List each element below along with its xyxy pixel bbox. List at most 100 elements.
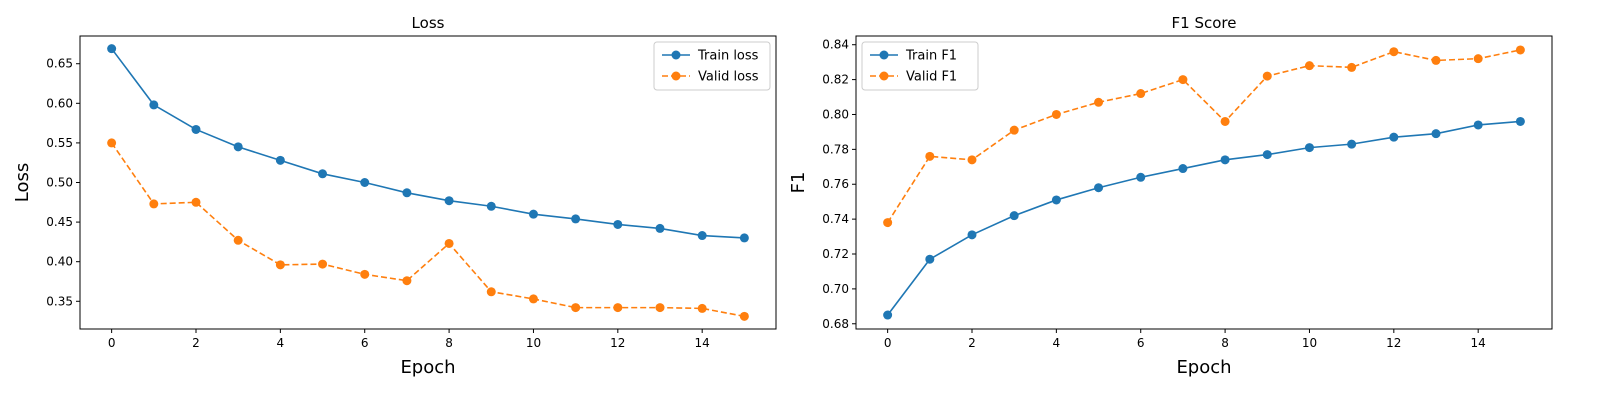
train-loss-point xyxy=(571,214,581,224)
legend: Train F1 Valid F1 xyxy=(861,41,979,91)
valid-loss-point xyxy=(107,138,117,148)
legend-box xyxy=(861,41,979,91)
valid-f1-point xyxy=(1347,62,1357,72)
valid-f1-point xyxy=(1473,54,1483,64)
valid-f1-point xyxy=(1051,109,1061,119)
train-f1-point xyxy=(1431,129,1441,139)
valid-loss-point xyxy=(402,276,412,286)
train-loss-point xyxy=(149,100,159,110)
valid-loss-point xyxy=(233,235,243,245)
y-axis-title: F1 xyxy=(788,172,809,194)
valid-loss-point xyxy=(318,259,328,269)
train-f1-point xyxy=(1136,172,1146,182)
valid-f1-point xyxy=(1178,75,1188,85)
train-f1-point xyxy=(1389,132,1399,142)
y-tick-label: 0.60 xyxy=(46,96,73,110)
x-tick-label: 2 xyxy=(192,336,200,350)
valid-f1-point xyxy=(1262,71,1272,81)
x-tick-label: 14 xyxy=(1471,336,1486,350)
train-f1-point xyxy=(925,254,935,264)
train-loss-line xyxy=(111,48,745,239)
valid-f1-point xyxy=(1094,97,1104,107)
y-tick-label: 0.82 xyxy=(822,73,849,87)
loss-chart: Loss 0 2 4 6 8 10 12 14 0.35 0.40 0.45 0.50 0.55 0.60 0… xyxy=(12,14,777,378)
valid-loss-point xyxy=(655,303,665,313)
f1-score-chart: F1 Score 0 2 4 6 8 10 12 14 0.68 0.70 0.72 0.74 0.76 0… xyxy=(788,14,1553,378)
valid-f1-point xyxy=(883,218,893,228)
valid-loss-point xyxy=(360,269,370,279)
y-tick-label: 0.70 xyxy=(822,282,849,296)
valid-f1-point xyxy=(1220,116,1230,126)
valid-loss-line xyxy=(110,142,745,318)
train-loss-point xyxy=(444,196,454,206)
train-loss-point xyxy=(402,188,412,198)
x-axis-title: Epoch xyxy=(400,357,455,378)
train-f1-point xyxy=(1051,195,1061,205)
train-f1-point xyxy=(1220,155,1230,165)
train-loss-point xyxy=(613,219,623,229)
x-tick-label: 0 xyxy=(108,336,116,350)
valid-f1-point xyxy=(967,155,977,165)
train-f1-point xyxy=(1178,164,1188,174)
valid-f1-point xyxy=(1515,45,1525,55)
valid-loss-point xyxy=(528,294,538,304)
x-tick-label: 0 xyxy=(884,336,892,350)
axes-frame xyxy=(855,35,1553,330)
train-loss-point xyxy=(528,209,538,219)
y-tick-label: 0.80 xyxy=(822,107,849,121)
train-loss-point xyxy=(318,169,328,179)
train-f1-point xyxy=(1009,211,1019,221)
x-tick-label: 12 xyxy=(610,336,625,350)
x-tick-label: 8 xyxy=(445,336,453,350)
y-tick-label: 0.65 xyxy=(46,57,73,71)
y-tick-label: 0.40 xyxy=(46,255,73,269)
train-loss-point xyxy=(191,124,201,134)
x-tick-label: 8 xyxy=(1221,336,1229,350)
train-loss-point xyxy=(275,155,285,165)
valid-f1-point xyxy=(1009,125,1019,135)
chart-title: Loss xyxy=(412,14,445,32)
valid-loss-point xyxy=(739,311,749,321)
y-tick-label: 0.76 xyxy=(822,177,849,191)
x-axis-title: Epoch xyxy=(1176,357,1231,378)
x-tick-label: 2 xyxy=(968,336,976,350)
train-f1-point xyxy=(1262,150,1272,160)
legend-swatch-marker xyxy=(671,50,681,60)
valid-f1-point xyxy=(925,151,935,161)
train-f1-point xyxy=(1094,183,1104,193)
train-loss-point xyxy=(107,44,117,54)
y-tick-label: 0.74 xyxy=(822,212,849,226)
x-tick-label: 12 xyxy=(1386,336,1401,350)
x-tick-label: 14 xyxy=(695,336,710,350)
legend-label: Train loss xyxy=(697,49,759,64)
train-loss-point xyxy=(655,223,665,233)
train-f1-point xyxy=(883,310,893,320)
y-tick-label: 0.78 xyxy=(822,142,849,156)
valid-f1-point xyxy=(1304,61,1314,71)
legend-swatch-marker xyxy=(879,50,889,60)
train-loss-point xyxy=(360,178,370,187)
train-f1-point xyxy=(1473,120,1483,130)
y-tick-label: 0.68 xyxy=(822,317,849,331)
x-tick-label: 4 xyxy=(1053,336,1061,350)
y-axis-title: Loss xyxy=(12,163,33,202)
valid-f1-point xyxy=(1136,89,1146,99)
valid-f1-point xyxy=(1389,47,1399,57)
y-tick-label: 0.72 xyxy=(822,247,849,261)
legend-label: Train F1 xyxy=(905,49,957,64)
valid-loss-point xyxy=(191,197,201,207)
legend: Train loss Valid loss xyxy=(653,41,771,91)
train-loss-point xyxy=(233,142,243,152)
y-tick-label: 0.55 xyxy=(46,136,73,150)
y-tick-label: 0.35 xyxy=(46,294,73,308)
train-f1-line xyxy=(887,120,1521,316)
train-loss-point xyxy=(739,233,749,243)
valid-loss-point xyxy=(697,303,707,313)
legend-box xyxy=(653,41,771,91)
train-f1-point xyxy=(1347,139,1357,149)
y-tick-label: 0.50 xyxy=(46,176,73,190)
valid-f1-point xyxy=(1431,55,1441,65)
legend-label: Valid loss xyxy=(698,70,759,85)
legend-label: Valid F1 xyxy=(906,70,957,85)
